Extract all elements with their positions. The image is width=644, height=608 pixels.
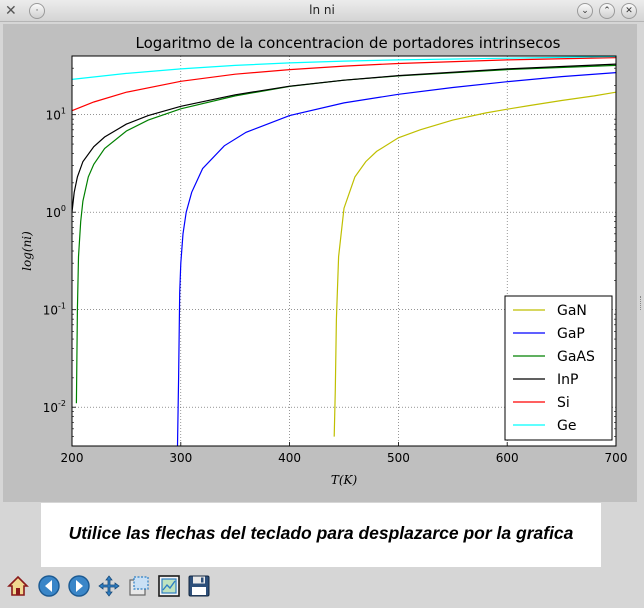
back-arrow-icon (38, 575, 60, 597)
y-tick-label: 100 (46, 204, 66, 220)
minimize-button[interactable]: ⌄ (577, 3, 593, 19)
legend-label-inp: InP (557, 372, 578, 388)
close-button[interactable]: ✕ (621, 3, 637, 19)
subplots-config-icon (158, 575, 180, 597)
axes-frame (71, 55, 617, 447)
series-line-gap (176, 72, 616, 446)
caption-panel: Utilice las flechas del teclado para des… (41, 503, 601, 567)
caption-text: Utilice las flechas del teclado para des… (68, 523, 574, 543)
series-line-ge (72, 56, 616, 80)
pan-button[interactable] (96, 572, 122, 600)
navigation-toolbar (0, 569, 644, 608)
series-line-si (72, 57, 616, 112)
y-tick-label: 10-1 (43, 302, 66, 318)
home-icon (7, 575, 29, 596)
chart-title: Logaritmo de la concentracion de portado… (136, 34, 561, 52)
back-button[interactable] (36, 572, 62, 600)
x-tick-label: 600 (496, 451, 519, 465)
zoom-button[interactable] (126, 572, 152, 600)
x-tick-label: 700 (605, 451, 628, 465)
forward-arrow-icon (68, 575, 90, 597)
legend-label-si: Si (557, 395, 570, 411)
x-tick-label: 500 (387, 451, 410, 465)
legend-label-gaas: GaAS (557, 349, 595, 365)
legend-box (504, 295, 613, 441)
y-tick-label: 10-2 (43, 399, 66, 415)
save-floppy-icon (188, 575, 210, 597)
figure-canvas[interactable]: 200 300 400 500 600 700 10-2 10-1 100 101 Logaritm… (3, 24, 637, 502)
subplots-button[interactable] (156, 572, 182, 600)
x-tick-label: 300 (169, 451, 192, 465)
y-tick-label: 101 (46, 107, 66, 123)
series-line-inp (72, 63, 616, 213)
chart: 200 300 400 500 600 700 10-2 10-1 100 101 Logaritm… (20, 34, 628, 487)
zoom-rect-icon (129, 576, 149, 596)
x-tick-label: 400 (278, 451, 301, 465)
legend-label-ge: Ge (557, 418, 576, 434)
resize-grip[interactable] (640, 296, 644, 310)
legend-label-gan: GaN (557, 303, 587, 319)
save-button[interactable] (186, 572, 212, 600)
window-titlebar: ✕ · ln ni ⌄ ⌃ ✕ (0, 0, 644, 22)
forward-button[interactable] (66, 572, 92, 600)
home-button[interactable] (5, 572, 31, 600)
series-line-gan (333, 91, 616, 437)
window-title: ln ni (309, 3, 335, 17)
maximize-button[interactable]: ⌃ (599, 3, 615, 19)
tools-icon[interactable]: ✕ (5, 3, 17, 19)
x-axis-label: T(K) (331, 473, 358, 487)
legend-label-gap: GaP (557, 326, 585, 342)
y-axis-label: log(ni) (20, 231, 34, 271)
x-tick-label: 200 (61, 451, 84, 465)
pan-move-icon (98, 575, 120, 597)
window-menu-button[interactable]: · (29, 3, 45, 19)
